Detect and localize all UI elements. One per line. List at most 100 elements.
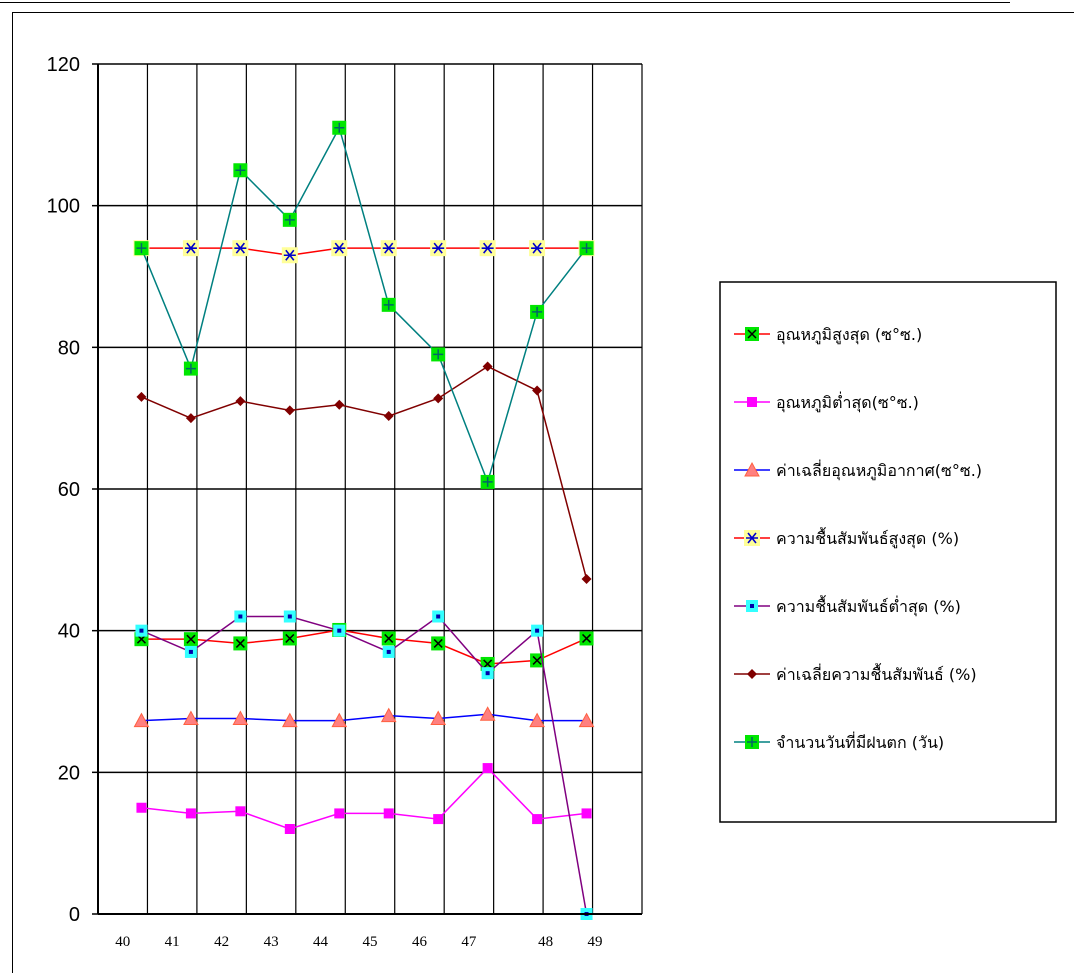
legend-item: ความชื้นสัมพันธ์ต่ำสุด (%) xyxy=(734,595,961,617)
legend-item: อุณหภูมิต่ำสุด(ซ°ซ.) xyxy=(734,391,919,413)
marker-asterisk xyxy=(481,242,494,254)
data-point xyxy=(332,120,347,135)
marker-asterisk xyxy=(746,532,758,544)
data-point xyxy=(183,361,198,376)
series-4 xyxy=(133,240,595,264)
data-point xyxy=(331,712,348,728)
grid-lines xyxy=(98,63,642,915)
data-point xyxy=(380,240,397,257)
data-point xyxy=(235,396,246,407)
marker-diamond xyxy=(433,393,444,404)
marker-diamond xyxy=(532,385,543,396)
legend-marker xyxy=(746,600,758,612)
legend-label: อุณหภูมิสูงสุด (ซ°ซ.) xyxy=(776,325,922,345)
y-tick-label: 80 xyxy=(58,337,80,359)
legend-label: ความชื้นสัมพันธ์ต่ำสุด (%) xyxy=(776,595,961,617)
data-point xyxy=(232,710,249,725)
series-6 xyxy=(136,361,592,584)
legend-item: ค่าเฉลี่ยความชื้นสัมพันธ์ (%) xyxy=(734,663,977,684)
series-line xyxy=(140,125,588,485)
marker-plus xyxy=(136,243,147,254)
data-point xyxy=(431,347,446,362)
series-2 xyxy=(136,763,592,834)
marker-asterisk xyxy=(333,242,346,254)
marker-asterisk xyxy=(432,242,445,254)
data-point xyxy=(134,241,149,256)
marker-diamond xyxy=(334,399,345,410)
data-point xyxy=(432,610,445,623)
series-3 xyxy=(133,706,595,728)
series-line xyxy=(141,629,587,665)
data-point xyxy=(136,391,147,402)
legend-label: ค่าเฉลี่ยอุณหภูมิอากาศ(ซ°ซ.) xyxy=(776,459,982,481)
x-tick-label: 49 xyxy=(588,934,603,950)
data-point xyxy=(382,645,395,658)
marker-cross xyxy=(186,634,196,644)
x-tick-label: 40 xyxy=(115,934,130,950)
marker-box xyxy=(532,814,543,825)
data-point xyxy=(331,240,348,257)
x-tick-label: 46 xyxy=(412,934,428,950)
data-point xyxy=(530,653,545,668)
data-point xyxy=(383,411,394,422)
legend-marker xyxy=(744,461,760,477)
data-point xyxy=(579,241,594,256)
data-point xyxy=(232,240,249,257)
marker-dot xyxy=(238,614,243,619)
legend-label: อุณหภูมิต่ำสุด(ซ°ซ.) xyxy=(776,391,919,413)
marker-plus xyxy=(433,349,444,360)
marker-dot xyxy=(535,628,540,633)
marker-dot xyxy=(287,614,292,619)
data-point xyxy=(430,240,447,257)
marker-box xyxy=(383,808,394,819)
marker-dot xyxy=(139,628,144,633)
marker-dot xyxy=(436,614,441,619)
data-point xyxy=(579,631,594,646)
data-point xyxy=(433,393,444,404)
marker-plus xyxy=(334,122,345,133)
marker-triangle xyxy=(529,712,545,728)
data-point xyxy=(282,631,297,646)
marker-diamond xyxy=(581,573,592,584)
legend-label: ค่าเฉลี่ยความชื้นสัมพันธ์ (%) xyxy=(776,663,977,684)
marker-cross xyxy=(285,633,295,643)
data-point xyxy=(431,636,446,651)
series-line xyxy=(141,713,587,722)
legend-item: ความชื้นสัมพันธ์สูงสุด (%) xyxy=(734,527,959,549)
legend-label: ความชื้นสัมพันธ์สูงสุด (%) xyxy=(776,527,959,549)
legend-marker xyxy=(747,397,757,407)
marker-dot xyxy=(750,604,754,608)
marker-diamond xyxy=(185,413,196,424)
marker-triangle xyxy=(380,707,397,723)
data-point xyxy=(333,624,346,637)
data-point xyxy=(185,413,196,424)
data-point xyxy=(234,610,247,623)
legend-item: จำนวนวันที่มีฝนตก (วัน) xyxy=(734,731,944,752)
marker-dot xyxy=(188,649,193,654)
axes: 0 20 40 60 80 100 120 40 41 42 43 44 45 46 47 48 49 xyxy=(47,54,643,950)
data-point xyxy=(383,808,394,819)
x-tick-label: 41 xyxy=(165,934,180,950)
data-point xyxy=(381,297,396,312)
data-point xyxy=(480,474,495,489)
data-point xyxy=(235,806,246,817)
marker-diamond xyxy=(482,361,493,372)
marker-triangle xyxy=(232,710,249,725)
marker-plus xyxy=(235,165,246,176)
data-point xyxy=(233,163,248,178)
marker-plus xyxy=(581,243,592,254)
series-5 xyxy=(135,610,593,920)
marker-triangle xyxy=(479,706,496,721)
data-point xyxy=(334,399,345,410)
data-point xyxy=(479,240,496,257)
y-tick-label: 20 xyxy=(58,762,80,784)
marker-box xyxy=(482,763,493,774)
data-point xyxy=(532,385,543,396)
marker-cross xyxy=(483,659,493,669)
top-rule xyxy=(0,2,1010,3)
series-7 xyxy=(134,120,594,489)
marker-plus xyxy=(284,214,295,225)
series-line xyxy=(141,247,587,257)
data-point xyxy=(183,710,199,725)
marker-cross xyxy=(235,638,245,648)
